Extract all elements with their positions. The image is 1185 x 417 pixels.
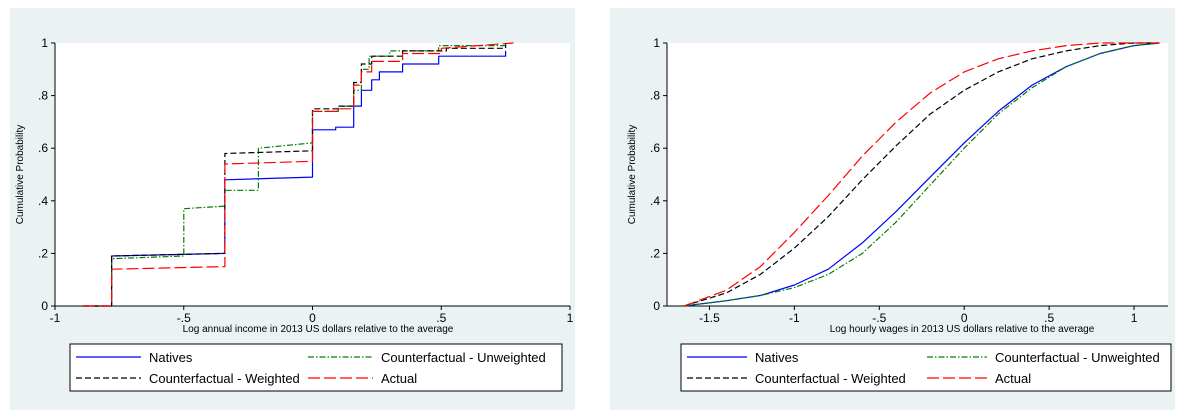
chart-0-legend: Natives Counterfactual - Unweighted Counte… — [69, 343, 563, 392]
chart-0-y-tick-label: 0 — [41, 299, 48, 313]
chart-1-x-tick-label: 1 — [1131, 311, 1138, 325]
chart-1-legend-box — [680, 343, 1172, 392]
chart-0-x-tick-label: 0 — [309, 311, 316, 325]
chart-1-x-tick-label: 0 — [961, 311, 968, 325]
chart-1-y-tick-label: .8 — [650, 89, 660, 103]
chart-1-x-axis-label: Log hourly wages in 2013 US dollars rela… — [830, 324, 1095, 335]
chart-1-series-counterfactual-unweighted — [683, 42, 1160, 307]
right-chart-panel: 0 .2 .4 .6 .8 1 -1.5 -1 -.5 0 .5 1 Log hourly wages … — [610, 8, 1175, 410]
chart-1-legend-label-counterfactual-weighted: Counterfactual - Weighted — [755, 371, 906, 386]
left-chart-svg: 0 .2 .4 .6 .8 1 -1 -.5 0 .5 1 Log annual income in … — [15, 36, 574, 392]
chart-0-legend-label-counterfactual-weighted: Counterfactual - Weighted — [149, 371, 300, 386]
chart-1-y-axis-label: Cumulative Probability — [627, 125, 638, 225]
chart-0-legend-label-counterfactual-unweighted: Counterfactual - Unweighted — [381, 350, 546, 365]
chart-0-y-tick-label: .2 — [38, 246, 48, 260]
chart-1-series-natives — [683, 42, 1160, 307]
chart-0-y-tick-label: .4 — [38, 194, 48, 208]
chart-1-y-tick-label: .6 — [650, 141, 660, 155]
chart-1-plot-area — [667, 43, 1168, 306]
chart-1-series-actual — [683, 42, 1160, 307]
chart-1-x-tick-label: -1.5 — [699, 311, 720, 325]
chart-0-x-tick-label: 1 — [567, 311, 574, 325]
chart-0-series-actual — [83, 42, 514, 307]
chart-1-legend-label-counterfactual-unweighted: Counterfactual - Unweighted — [995, 350, 1160, 365]
chart-0-x-tick-label: -.5 — [177, 311, 191, 325]
left-chart-panel: 0 .2 .4 .6 .8 1 -1 -.5 0 .5 1 Log annual income in … — [10, 8, 575, 410]
chart-0-x-axis-label: Log annual income in 2013 US dollars rel… — [183, 324, 454, 335]
chart-0-x-tick-label: .5 — [436, 311, 446, 325]
chart-1-y-tick-label: .2 — [650, 246, 660, 260]
chart-0-legend-box — [69, 343, 563, 392]
chart-1-y-tick-label: 0 — [653, 299, 660, 313]
chart-0-y-tick-label: .6 — [38, 141, 48, 155]
chart-1-legend: Natives Counterfactual - Unweighted Counte… — [680, 343, 1172, 392]
chart-0-legend-label-natives: Natives — [149, 350, 193, 365]
chart-0-x-tick-label: -1 — [50, 311, 61, 325]
chart-1-series-counterfactual-weighted — [683, 42, 1160, 307]
chart-1-legend-label-actual: Actual — [995, 371, 1031, 386]
right-chart-svg: 0 .2 .4 .6 .8 1 -1.5 -1 -.5 0 .5 1 Log hourly wages … — [627, 36, 1172, 392]
chart-1-x-tick-label: -.5 — [872, 311, 886, 325]
chart-1-y-tick-label: .4 — [650, 194, 660, 208]
chart-0-series-counterfactual-weighted — [83, 43, 507, 307]
chart-1-x-tick-label: .5 — [1044, 311, 1054, 325]
chart-0-y-axis-label: Cumulative Probability — [15, 125, 26, 225]
chart-0-y-tick-label: 1 — [41, 36, 48, 50]
chart-0-legend-label-actual: Actual — [381, 371, 417, 386]
chart-1-legend-label-natives: Natives — [755, 350, 799, 365]
chart-0-y-tick-label: .8 — [38, 89, 48, 103]
chart-1-y-tick-label: 1 — [653, 36, 660, 50]
chart-1-x-tick-label: -1 — [789, 311, 800, 325]
